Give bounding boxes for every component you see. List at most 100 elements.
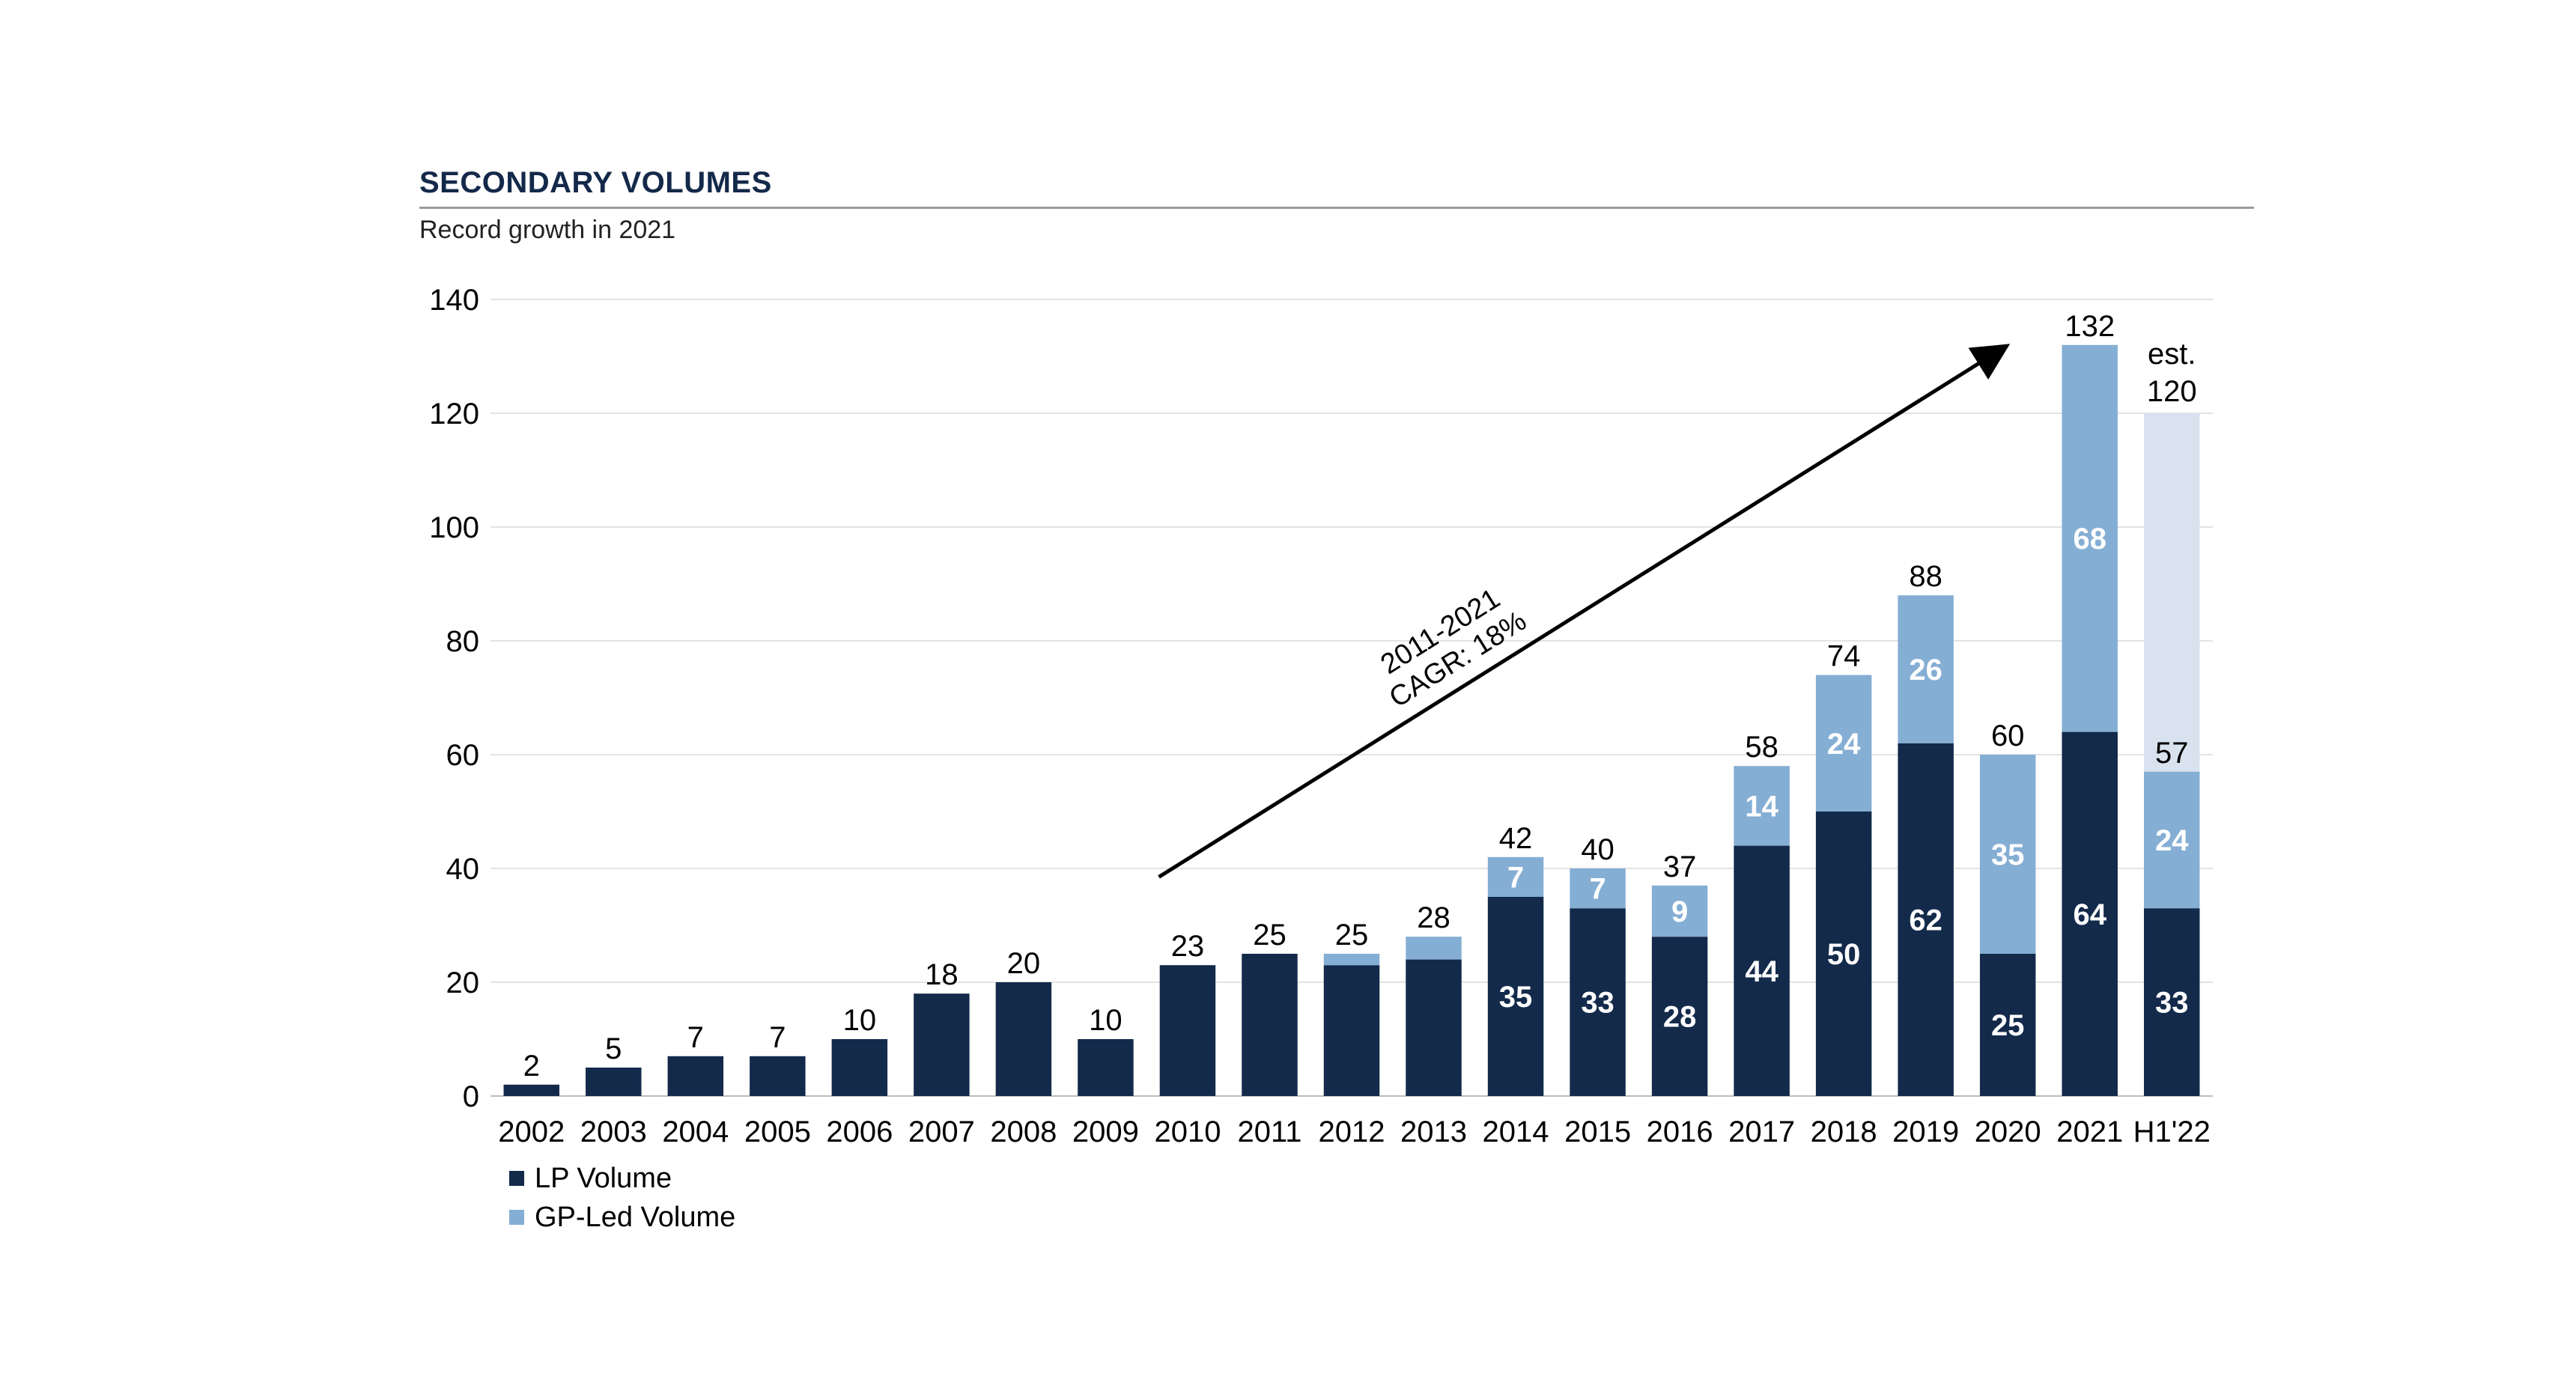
bar-lp-2008	[995, 982, 1052, 1096]
bar-total-label: 58	[1745, 731, 1778, 764]
x-tick-label: 2002	[498, 1115, 565, 1148]
bar-gp-2021	[2062, 344, 2118, 732]
x-tick-label: 2016	[1647, 1115, 1713, 1148]
bar-total-label: 10	[843, 1004, 877, 1037]
y-tick-label: 60	[446, 739, 480, 772]
bar-lp-2018	[1815, 812, 1872, 1096]
bar-total-label: 18	[925, 958, 959, 991]
bar-lp-2006	[831, 1039, 888, 1096]
bar-lp-2002	[503, 1084, 559, 1096]
bar-label-lp: 35	[1499, 981, 1533, 1014]
bar-total-label: 60	[1991, 719, 2025, 752]
bar-gp-2012	[1323, 954, 1380, 966]
bar-label-gp: 9	[1671, 895, 1688, 928]
chart-subtitle: Record growth in 2021	[419, 216, 676, 244]
x-tick-label: 2012	[1319, 1115, 1385, 1148]
bar-label-gp: 26	[1909, 654, 1942, 687]
bar-total-label: 37	[1663, 850, 1697, 883]
x-tick-label: 2009	[1072, 1115, 1139, 1148]
bar-lp-2020	[1979, 954, 2036, 1096]
x-tick-label: 2005	[744, 1115, 811, 1148]
bar-label-lp: 64	[2073, 898, 2106, 931]
bar-lp-2017	[1734, 845, 1790, 1096]
bar-label-lp: 50	[1827, 938, 1861, 971]
bar-label-lp: 25	[1991, 1009, 2025, 1042]
legend-swatch-gp	[509, 1210, 524, 1225]
bar-total-label: 20	[1007, 947, 1041, 980]
bar-label-lp: 62	[1909, 904, 1942, 937]
bar-lp-2016	[1651, 937, 1708, 1096]
bar-total-label: 88	[1909, 560, 1942, 593]
bar-total-label: 5	[605, 1032, 622, 1065]
y-tick-label: 120	[429, 398, 479, 430]
x-tick-label: 2019	[1892, 1115, 1959, 1148]
x-tick-label: 2010	[1154, 1115, 1221, 1148]
bar-gp-2014	[1487, 856, 1544, 897]
y-tick-label: 20	[446, 967, 480, 999]
x-tick-label: 2006	[826, 1115, 893, 1148]
legend-label-gp: GP-Led Volume	[535, 1201, 736, 1233]
bar-total-label: 7	[769, 1021, 786, 1054]
legend-swatch-lp	[509, 1171, 524, 1186]
bar-lp-2009	[1078, 1039, 1134, 1096]
bar-label-gp: 7	[1507, 861, 1524, 894]
x-tick-label: 2020	[1975, 1115, 2041, 1148]
x-tick-label: 2014	[1483, 1115, 1549, 1148]
y-tick-label: 100	[429, 511, 479, 544]
x-tick-label: 2017	[1728, 1115, 1795, 1148]
bar-label-gp: 24	[1827, 728, 1861, 761]
x-tick-label: 2013	[1400, 1115, 1467, 1148]
bar-total-label: 25	[1335, 919, 1369, 952]
bar-lp-2010	[1159, 965, 1216, 1096]
bar-lp-2014	[1487, 897, 1544, 1096]
bar-gp-2015	[1570, 868, 1626, 909]
bar-gp-2019	[1898, 595, 1954, 743]
bar-lp-2007	[914, 993, 970, 1096]
x-tick-label: 2003	[580, 1115, 647, 1148]
bar-label-lp: 28	[1663, 1001, 1697, 1034]
x-tick-label: 2011	[1237, 1115, 1301, 1148]
bar-lp-2005	[750, 1056, 806, 1096]
x-tick-label: 2008	[990, 1115, 1057, 1148]
bar-total-label: 7	[687, 1021, 704, 1054]
y-tick-label: 40	[446, 853, 480, 886]
x-tick-label: 2004	[662, 1115, 729, 1148]
x-tick-label: H1'22	[2133, 1115, 2211, 1148]
x-tick-label: 2021	[2056, 1115, 2123, 1148]
legend: LP Volume GP-Led Volume	[509, 1159, 735, 1237]
bar-total-label: 40	[1581, 833, 1614, 866]
estimate-label-line2: 120	[2147, 375, 2197, 408]
bar-gp-2017	[1734, 766, 1790, 846]
x-tick-label: 2018	[1811, 1115, 1877, 1148]
bar-label-gp: 24	[2155, 824, 2189, 857]
bar-label-lp: 33	[1581, 987, 1614, 1020]
bar-gp-2016	[1651, 885, 1708, 937]
bar-label-gp: 14	[1745, 790, 1778, 823]
x-tick-label: 2015	[1564, 1115, 1631, 1148]
bar-gp-2020	[1979, 755, 2036, 954]
cagr-arrow	[1158, 344, 2011, 879]
y-tick-label: 140	[429, 284, 479, 317]
legend-item-lp: LP Volume	[509, 1159, 735, 1198]
bar-gp-H1'22	[2144, 771, 2200, 909]
legend-label-lp: LP Volume	[535, 1162, 672, 1194]
title-divider	[419, 207, 2254, 209]
bar-total-label: 10	[1089, 1004, 1123, 1037]
bar-lp-2019	[1898, 743, 1954, 1096]
estimate-label-line1: est.	[2148, 338, 2196, 371]
legend-item-gp: GP-Led Volume	[509, 1198, 735, 1237]
bar-lp-2013	[1406, 959, 1462, 1096]
bar-total-label: 25	[1253, 919, 1287, 952]
bar-lp-2021	[2062, 731, 2118, 1096]
bar-label-gp: 7	[1589, 873, 1606, 906]
bar-lp-H1'22	[2144, 908, 2200, 1096]
bar-label-lp: 33	[2155, 987, 2189, 1020]
bar-lp-2004	[667, 1056, 724, 1096]
bar-label-lp: 44	[1745, 955, 1778, 988]
chart-title: SECONDARY VOLUMES	[419, 166, 772, 199]
bar-lp-2003	[586, 1068, 642, 1096]
bar-lp-2011	[1242, 954, 1298, 1096]
bar-total-label: 42	[1499, 822, 1533, 855]
bar-label-gp: 35	[1991, 838, 2025, 871]
